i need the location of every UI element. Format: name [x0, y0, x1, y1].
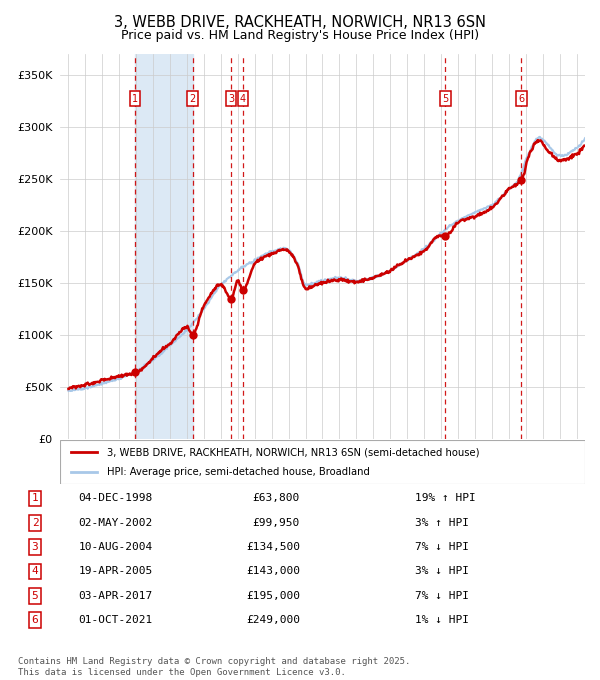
Text: 01-OCT-2021: 01-OCT-2021 — [78, 615, 152, 625]
Text: Contains HM Land Registry data © Crown copyright and database right 2025.
This d: Contains HM Land Registry data © Crown c… — [18, 657, 410, 677]
Text: £195,000: £195,000 — [246, 591, 300, 601]
Text: 4: 4 — [32, 566, 38, 577]
Text: 7% ↓ HPI: 7% ↓ HPI — [415, 591, 469, 601]
Text: 4: 4 — [240, 94, 246, 103]
Text: 03-APR-2017: 03-APR-2017 — [78, 591, 152, 601]
Text: 04-DEC-1998: 04-DEC-1998 — [78, 494, 152, 503]
Text: 3% ↓ HPI: 3% ↓ HPI — [415, 566, 469, 577]
Text: 6: 6 — [518, 94, 524, 103]
Text: 19-APR-2005: 19-APR-2005 — [78, 566, 152, 577]
Text: 3% ↑ HPI: 3% ↑ HPI — [415, 517, 469, 528]
Text: £63,800: £63,800 — [253, 494, 300, 503]
Text: 5: 5 — [442, 94, 448, 103]
FancyBboxPatch shape — [60, 440, 585, 484]
Text: 1: 1 — [132, 94, 138, 103]
Text: Price paid vs. HM Land Registry's House Price Index (HPI): Price paid vs. HM Land Registry's House … — [121, 29, 479, 41]
Text: 6: 6 — [32, 615, 38, 625]
Text: £99,950: £99,950 — [253, 517, 300, 528]
Text: 2: 2 — [190, 94, 196, 103]
Text: 3, WEBB DRIVE, RACKHEATH, NORWICH, NR13 6SN: 3, WEBB DRIVE, RACKHEATH, NORWICH, NR13 … — [114, 15, 486, 30]
Text: 3, WEBB DRIVE, RACKHEATH, NORWICH, NR13 6SN (semi-detached house): 3, WEBB DRIVE, RACKHEATH, NORWICH, NR13 … — [107, 447, 480, 458]
Text: 2: 2 — [32, 517, 38, 528]
Text: 1% ↓ HPI: 1% ↓ HPI — [415, 615, 469, 625]
Bar — [135, 54, 193, 439]
Text: 19% ↑ HPI: 19% ↑ HPI — [415, 494, 476, 503]
Text: £249,000: £249,000 — [246, 615, 300, 625]
Text: HPI: Average price, semi-detached house, Broadland: HPI: Average price, semi-detached house,… — [107, 466, 370, 477]
Text: 7% ↓ HPI: 7% ↓ HPI — [415, 542, 469, 552]
Text: 1: 1 — [32, 494, 38, 503]
Text: 10-AUG-2004: 10-AUG-2004 — [78, 542, 152, 552]
Text: 3: 3 — [32, 542, 38, 552]
Text: 5: 5 — [32, 591, 38, 601]
Text: 3: 3 — [228, 94, 234, 103]
Text: 02-MAY-2002: 02-MAY-2002 — [78, 517, 152, 528]
Text: £134,500: £134,500 — [246, 542, 300, 552]
Text: £143,000: £143,000 — [246, 566, 300, 577]
